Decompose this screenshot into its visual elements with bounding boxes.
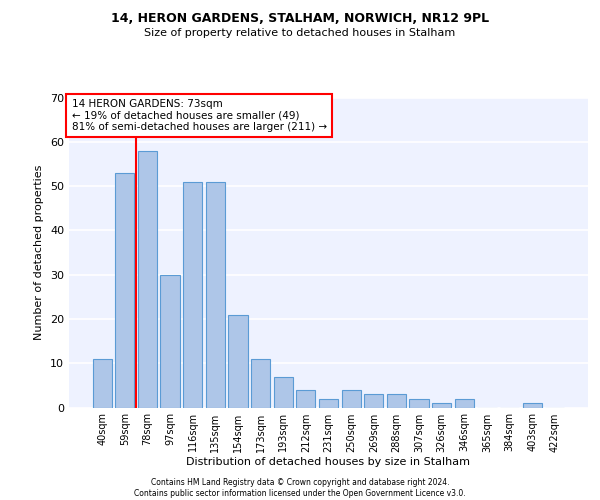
Bar <box>92 359 112 408</box>
Bar <box>455 398 474 407</box>
Bar <box>409 398 428 407</box>
Bar <box>296 390 316 407</box>
Bar <box>183 182 202 408</box>
Bar <box>229 314 248 408</box>
Bar <box>274 376 293 408</box>
Text: 14 HERON GARDENS: 73sqm
← 19% of detached houses are smaller (49)
81% of semi-de: 14 HERON GARDENS: 73sqm ← 19% of detache… <box>71 99 327 132</box>
Bar <box>115 173 134 408</box>
Bar <box>364 394 383 407</box>
Text: Size of property relative to detached houses in Stalham: Size of property relative to detached ho… <box>145 28 455 38</box>
Bar <box>206 182 225 408</box>
Bar <box>432 403 451 407</box>
X-axis label: Distribution of detached houses by size in Stalham: Distribution of detached houses by size … <box>187 458 470 468</box>
Bar <box>160 274 180 407</box>
Bar <box>523 403 542 407</box>
Bar <box>319 398 338 407</box>
Text: 14, HERON GARDENS, STALHAM, NORWICH, NR12 9PL: 14, HERON GARDENS, STALHAM, NORWICH, NR1… <box>111 12 489 26</box>
Y-axis label: Number of detached properties: Number of detached properties <box>34 165 44 340</box>
Text: Contains HM Land Registry data © Crown copyright and database right 2024.
Contai: Contains HM Land Registry data © Crown c… <box>134 478 466 498</box>
Bar <box>341 390 361 407</box>
Bar <box>138 150 157 408</box>
Bar <box>251 359 270 408</box>
Bar <box>387 394 406 407</box>
